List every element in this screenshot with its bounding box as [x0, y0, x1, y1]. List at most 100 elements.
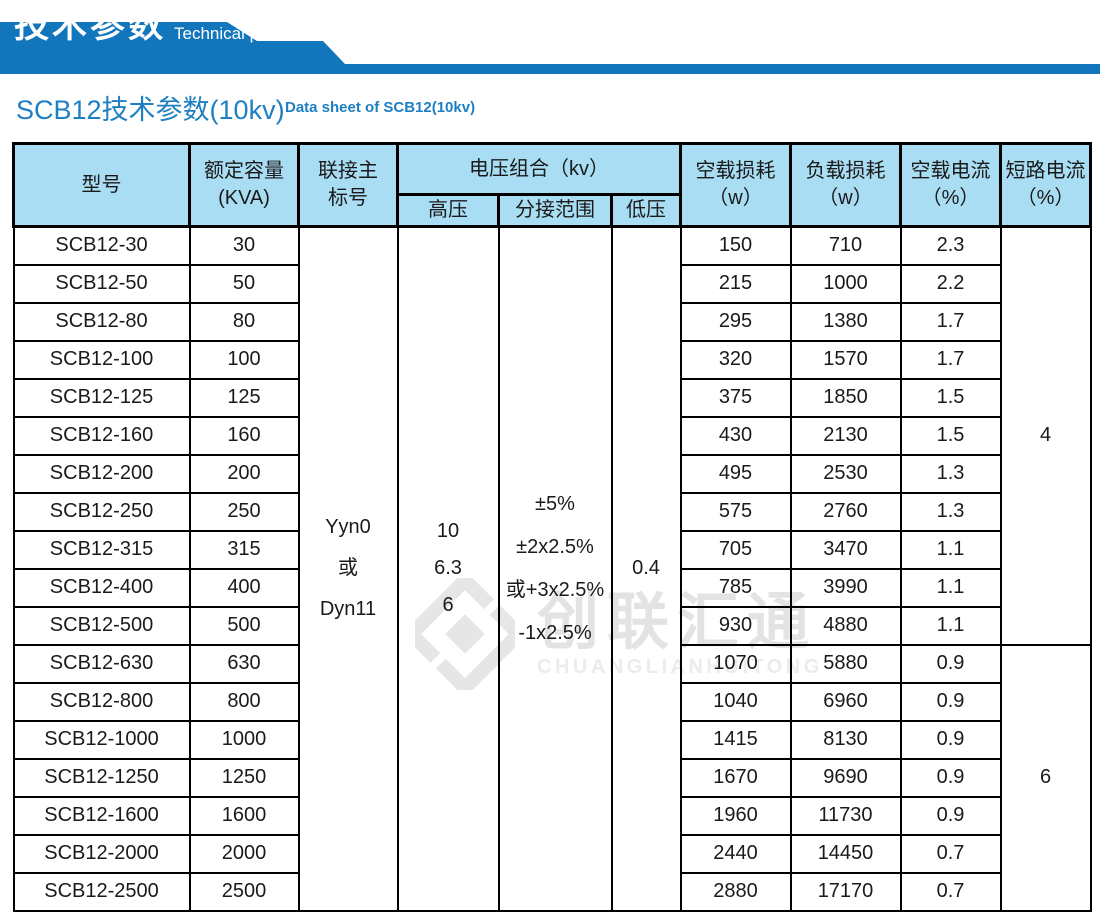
cell-no-load-current: 1.5	[899, 415, 1002, 456]
cell-model: SCB12-1600	[12, 795, 191, 836]
table-body: SCB12-30 30 Yyn0 或 Dyn11 10 6.3 6 ±5% ±2x2.5…	[12, 225, 1092, 912]
cell-model: SCB12-315	[12, 529, 191, 570]
cell-load-loss: 17170	[789, 871, 902, 912]
page-title: SCB12技术参数(10kv)	[16, 95, 285, 125]
banner-title: 技术参数	[14, 6, 167, 45]
cell-hv-voltage: 10 6.3 6	[396, 225, 500, 912]
table-row: SCB12-250 250 575 2760 1.3	[12, 491, 1091, 532]
parameter-table: 型号 额定容量 (KVA) 联接主 标号 电压组合（kv） 空载损耗 （w） 负…	[12, 142, 1092, 912]
cell-load-loss: 1850	[789, 377, 902, 418]
cell-no-load-loss: 575	[679, 491, 792, 532]
cell-no-load-loss: 1670	[679, 757, 792, 798]
cell-model: SCB12-30	[12, 225, 191, 266]
cell-no-load-current: 1.3	[899, 491, 1002, 532]
cell-model: SCB12-100	[12, 339, 191, 380]
header-lv: 低压	[610, 193, 682, 228]
cell-capacity: 315	[188, 529, 300, 570]
banner-subtitle: Technical parameter	[174, 24, 328, 43]
cell-model: SCB12-125	[12, 377, 191, 418]
cell-no-load-current: 0.9	[899, 719, 1002, 760]
cell-load-loss: 3990	[789, 567, 902, 608]
cell-model: SCB12-1250	[12, 757, 191, 798]
table-row: SCB12-100 100 320 1570 1.7	[12, 339, 1091, 380]
cell-no-load-current: 2.3	[899, 225, 1002, 266]
header-model: 型号	[12, 142, 191, 228]
table-row: SCB12-500 500 930 4880 1.1	[12, 605, 1091, 646]
cell-no-load-current: 1.1	[899, 567, 1002, 608]
cell-no-load-current: 1.1	[899, 605, 1002, 646]
cell-no-load-loss: 495	[679, 453, 792, 494]
cell-no-load-loss: 705	[679, 529, 792, 570]
cell-model: SCB12-400	[12, 567, 191, 608]
cell-load-loss: 2760	[789, 491, 902, 532]
cell-load-loss: 6960	[789, 681, 902, 722]
cell-model: SCB12-2000	[12, 833, 191, 874]
cell-no-load-current: 1.7	[899, 301, 1002, 342]
cell-load-loss: 1570	[789, 339, 902, 380]
header-hv: 高压	[396, 193, 500, 228]
cell-capacity: 1000	[188, 719, 300, 760]
cell-capacity: 630	[188, 643, 300, 684]
cell-capacity: 1600	[188, 795, 300, 836]
cell-no-load-loss: 1960	[679, 795, 792, 836]
header-voltage-combination: 电压组合（kv）	[396, 142, 682, 196]
cell-load-loss: 11730	[789, 795, 902, 836]
cell-load-loss: 710	[789, 225, 902, 266]
table-header: 型号 额定容量 (KVA) 联接主 标号 电压组合（kv） 空载损耗 （w） 负…	[12, 142, 1092, 228]
cell-capacity: 500	[188, 605, 300, 646]
table-row: SCB12-400 400 785 3990 1.1	[12, 567, 1091, 608]
cell-short-circuit-current: 6	[999, 643, 1092, 912]
table-row: SCB12-125 125 375 1850 1.5	[12, 377, 1091, 418]
cell-no-load-current: 0.9	[899, 795, 1002, 836]
header-load-loss: 负载损耗 （w）	[789, 142, 902, 228]
cell-model: SCB12-800	[12, 681, 191, 722]
cell-no-load-current: 0.9	[899, 757, 1002, 798]
cell-capacity: 2000	[188, 833, 300, 874]
header-row-2: 高压 分接范围 低压	[14, 193, 1091, 228]
cell-load-loss: 2130	[789, 415, 902, 456]
header-short-circuit-current: 短路电流 （%）	[999, 142, 1092, 228]
table-row: SCB12-800 800 1040 6960 0.9	[12, 681, 1091, 722]
header-tap-range: 分接范围	[497, 193, 613, 228]
cell-no-load-loss: 785	[679, 567, 792, 608]
cell-capacity: 160	[188, 415, 300, 456]
cell-no-load-loss: 2440	[679, 833, 792, 874]
header-connection-symbol: 联接主 标号	[297, 142, 399, 228]
cell-capacity: 200	[188, 453, 300, 494]
cell-model: SCB12-500	[12, 605, 191, 646]
cell-capacity: 125	[188, 377, 300, 418]
cell-no-load-current: 2.2	[899, 263, 1002, 304]
cell-load-loss: 1000	[789, 263, 902, 304]
cell-model: SCB12-2500	[12, 871, 191, 912]
header-no-load-current: 空载电流 （%）	[899, 142, 1002, 228]
cell-tap-range: ±5% ±2x2.5% 或+3x2.5% -1x2.5%	[497, 225, 613, 912]
table-row: SCB12-2000 2000 2440 14450 0.7	[12, 833, 1091, 874]
cell-no-load-loss: 1040	[679, 681, 792, 722]
cell-load-loss: 5880	[789, 643, 902, 684]
cell-no-load-current: 1.7	[899, 339, 1002, 380]
cell-capacity: 400	[188, 567, 300, 608]
cell-capacity: 80	[188, 301, 300, 342]
cell-model: SCB12-160	[12, 415, 191, 456]
table-row: SCB12-50 50 215 1000 2.2	[12, 263, 1091, 304]
table-row: SCB12-1600 1600 1960 11730 0.9	[12, 795, 1091, 836]
cell-no-load-loss: 430	[679, 415, 792, 456]
cell-no-load-current: 0.9	[899, 681, 1002, 722]
table-row: SCB12-1000 1000 1415 8130 0.9	[12, 719, 1091, 760]
cell-no-load-current: 1.1	[899, 529, 1002, 570]
cell-no-load-loss: 2880	[679, 871, 792, 912]
header-capacity: 额定容量 (KVA)	[188, 142, 300, 228]
header-row-1: 型号 额定容量 (KVA) 联接主 标号 电压组合（kv） 空载损耗 （w） 负…	[12, 142, 1092, 228]
header-no-load-loss: 空载损耗 （w）	[679, 142, 792, 228]
cell-model: SCB12-630	[12, 643, 191, 684]
cell-no-load-loss: 375	[679, 377, 792, 418]
cell-connection-symbol: Yyn0 或 Dyn11	[297, 225, 399, 912]
cell-no-load-current: 1.5	[899, 377, 1002, 418]
cell-no-load-current: 0.7	[899, 871, 1002, 912]
cell-capacity: 250	[188, 491, 300, 532]
cell-lv-voltage: 0.4	[610, 225, 682, 912]
table-row: SCB12-30 30 Yyn0 或 Dyn11 10 6.3 6 ±5% ±2x2.5…	[12, 225, 1092, 912]
cell-no-load-loss: 320	[679, 339, 792, 380]
cell-no-load-current: 0.7	[899, 833, 1002, 874]
cell-no-load-current: 0.9	[899, 643, 1002, 684]
